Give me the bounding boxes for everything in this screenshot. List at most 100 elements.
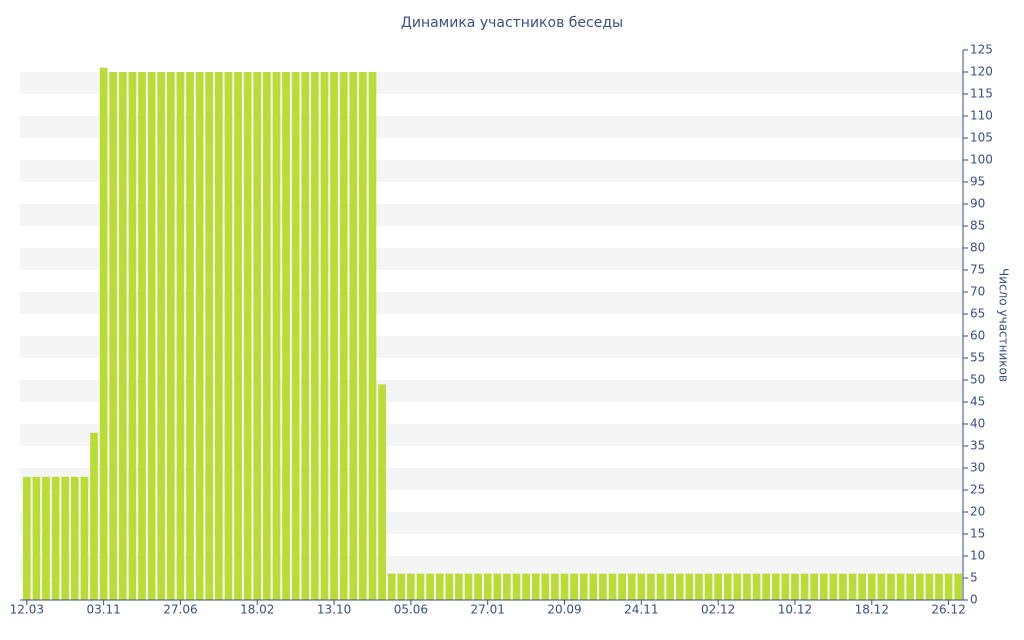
bar [166,72,175,600]
bar [781,573,790,600]
bar [186,72,194,600]
y-tick-label: 55 [970,351,985,365]
bar [522,573,530,600]
bar [752,573,761,600]
x-tick-label: 24.11 [624,603,658,617]
bar [99,67,108,601]
bar [810,573,819,600]
bar [503,573,511,600]
y-tick-label: 15 [970,527,985,541]
bar [714,573,722,600]
bar [109,72,118,600]
bar [704,573,713,600]
chart-title: Динамика участников беседы [401,15,623,31]
bar [80,476,89,600]
bar [32,476,41,600]
y-tick-label: 50 [970,373,985,387]
bar [925,573,934,600]
bar [723,573,732,600]
y-tick-label: 25 [970,483,985,497]
bar [627,573,636,600]
x-tick-label: 03.11 [86,603,120,617]
y-tick-label: 10 [970,549,985,563]
bar [397,573,406,600]
bar [282,72,290,600]
bar [493,573,502,600]
bar [311,72,319,600]
bar [407,573,415,600]
y-tick-label: 105 [970,131,993,145]
bar [935,573,943,600]
bar [771,573,780,600]
x-tick-label: 20.09 [547,603,581,617]
bar [829,573,838,600]
bar [330,72,338,600]
y-tick-label: 115 [970,87,993,101]
y-tick-label: 40 [970,417,985,431]
x-tick-label: 27.01 [471,603,505,617]
x-tick-label: 18.02 [240,603,274,617]
bar [349,72,358,600]
y-tick-label: 90 [970,197,985,211]
y-tick-label: 95 [970,175,985,189]
y-tick-label: 85 [970,219,985,233]
bar [320,72,329,600]
x-tick-label: 02.12 [701,603,735,617]
bar [378,384,386,600]
bar [387,573,396,600]
bar [435,573,444,600]
y-tick-label: 110 [970,109,993,123]
bar [42,476,50,600]
bar [685,573,694,600]
bar [445,573,454,600]
bar [743,573,751,600]
x-tick-label: 13.10 [317,603,351,617]
y-tick-label: 125 [970,43,993,57]
bar [675,573,684,600]
bar [637,573,646,600]
bar [263,72,271,600]
bar [800,573,809,600]
bar [915,573,924,600]
bar [128,72,137,600]
bar [157,72,166,600]
bar [118,72,127,600]
y-tick-label: 20 [970,505,985,519]
bar [368,72,377,600]
bar [195,72,204,600]
bar [579,573,588,600]
bar [906,573,915,600]
bar [215,72,223,600]
bar [234,72,242,600]
bar [666,573,674,600]
bar [589,573,598,600]
y-axis-label: Число участников [997,268,1011,382]
x-tick-label: 18.12 [855,603,889,617]
bar [147,72,156,600]
bar [253,72,262,600]
bar [762,573,770,600]
y-tick-label: 0 [970,593,978,607]
bar [819,573,828,600]
bar [416,573,425,600]
bar [51,476,60,600]
bar [733,573,742,600]
bar [138,72,146,600]
bar [455,573,463,600]
y-tick-label: 45 [970,395,985,409]
bar [70,476,79,600]
bar [541,573,550,600]
bar [426,573,434,600]
bar [647,573,655,600]
bar [61,476,70,600]
x-tick-label: 27.06 [163,603,197,617]
bar [464,573,473,600]
bar [599,573,607,600]
bar [291,72,300,600]
bar [359,72,367,600]
y-tick-label: 65 [970,307,985,321]
bar [791,573,799,600]
bar [512,573,521,600]
y-tick-label: 80 [970,241,985,255]
